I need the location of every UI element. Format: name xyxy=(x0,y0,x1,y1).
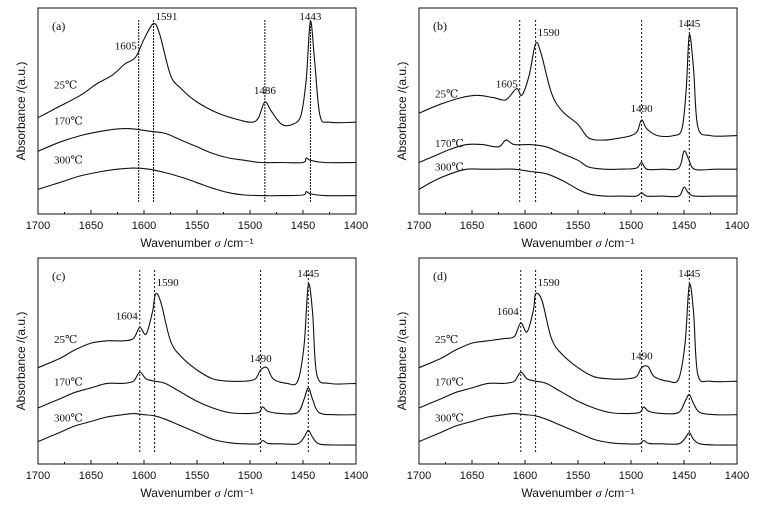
x-tick-label: 1650 xyxy=(460,220,484,232)
peak-label: 1445 xyxy=(297,268,320,280)
peak-label: 1490 xyxy=(631,103,654,115)
x-tick-label: 1600 xyxy=(132,220,156,232)
series-label: 300℃ xyxy=(54,155,83,167)
x-tick-label: 1550 xyxy=(185,220,209,232)
peak-label: 1490 xyxy=(631,351,654,363)
peak-label: 1490 xyxy=(250,353,273,365)
series-line-0 xyxy=(37,20,357,127)
series-line-0 xyxy=(37,283,357,386)
x-axis-title: Wavenumber σ /cm⁻¹ xyxy=(521,236,634,250)
x-tick-label: 1600 xyxy=(513,470,537,482)
peak-label: 1604 xyxy=(497,306,520,318)
series-label: 25℃ xyxy=(435,334,458,346)
panel-label: (c) xyxy=(52,269,65,283)
series-line-2 xyxy=(37,413,357,446)
panel-label: (a) xyxy=(52,19,65,33)
series-line-2 xyxy=(418,413,738,446)
x-tick-label: 1450 xyxy=(291,220,315,232)
x-axis-title: Wavenumber σ /cm⁻¹ xyxy=(521,486,634,500)
x-tick-label: 1550 xyxy=(566,220,590,232)
x-axis-title: Wavenumber σ /cm⁻¹ xyxy=(140,236,253,250)
x-tick-label: 1550 xyxy=(566,470,590,482)
x-tick-label: 1700 xyxy=(407,220,431,232)
series-label: 170℃ xyxy=(54,115,83,127)
x-tick-label: 1700 xyxy=(407,470,431,482)
x-tick-label: 1450 xyxy=(291,470,315,482)
peak-label: 1591 xyxy=(156,11,178,23)
series-line-2 xyxy=(418,168,737,198)
peak-label: 1590 xyxy=(538,27,561,39)
peak-label: 1590 xyxy=(538,277,561,289)
x-tick-label: 1650 xyxy=(460,470,484,482)
x-tick-label: 1500 xyxy=(238,220,262,232)
x-tick-label: 1550 xyxy=(185,470,209,482)
series-line-1 xyxy=(418,139,737,171)
x-axis-title: Wavenumber σ /cm⁻¹ xyxy=(140,486,253,500)
peak-label: 1605 xyxy=(115,40,138,52)
series-line-2 xyxy=(37,167,357,197)
peak-label: 1605 xyxy=(496,78,519,90)
x-tick-label: 1700 xyxy=(26,470,50,482)
series-label: 25℃ xyxy=(54,80,77,92)
y-axis-title: Absorbance /(a.u.) xyxy=(395,312,409,411)
y-axis-title: Absorbance /(a.u.) xyxy=(395,62,409,161)
chart-panel-c: 1700 1650 1600 1550 1500 1450 1400 Wavenumber σ… xyxy=(14,257,368,500)
x-tick-label: 1450 xyxy=(672,470,696,482)
series-label: 170℃ xyxy=(435,138,464,150)
peak-label: 1590 xyxy=(157,277,180,289)
x-tick-label: 1450 xyxy=(672,220,696,232)
series-label: 170℃ xyxy=(435,377,464,389)
series-label: 300℃ xyxy=(435,412,464,424)
x-tick-label: 1600 xyxy=(513,220,537,232)
y-axis-title: Absorbance /(a.u.) xyxy=(14,312,28,411)
x-tick-label: 1700 xyxy=(26,220,50,232)
peak-label: 1486 xyxy=(254,85,277,97)
x-tick-label: 1500 xyxy=(619,470,643,482)
peak-label: 1443 xyxy=(299,11,322,23)
series-line-1 xyxy=(37,371,357,416)
x-tick-label: 1400 xyxy=(725,220,749,232)
panel-label: (b) xyxy=(433,19,447,33)
x-tick-label: 1400 xyxy=(344,470,368,482)
peak-label: 1604 xyxy=(116,310,139,322)
peak-label: 1445 xyxy=(678,18,701,30)
y-axis-title: Absorbance /(a.u.) xyxy=(14,62,28,161)
x-tick-label: 1400 xyxy=(344,220,368,232)
x-tick-label: 1500 xyxy=(619,220,643,232)
panel-label: (d) xyxy=(433,269,447,283)
series-label: 300℃ xyxy=(435,161,464,173)
series-line-1 xyxy=(418,371,738,416)
series-line-0 xyxy=(418,283,738,384)
chart-panel-d: 1700 1650 1600 1550 1500 1450 1400 Wavenumber σ… xyxy=(395,257,749,500)
series-line-1 xyxy=(37,128,357,164)
x-tick-label: 1650 xyxy=(79,470,103,482)
chart-panel-b: 1700 1650 1600 1550 1500 1450 1400 Wavenumber σ… xyxy=(395,7,749,250)
series-label: 300℃ xyxy=(54,412,83,424)
series-label: 25℃ xyxy=(435,89,458,101)
series-label: 170℃ xyxy=(54,377,83,389)
x-tick-label: 1500 xyxy=(238,470,262,482)
series-label: 25℃ xyxy=(54,334,77,346)
chart-panel-a: 1700 1650 1600 1550 1500 1450 1400 Wavenumber σ… xyxy=(14,7,368,250)
x-tick-label: 1400 xyxy=(725,470,749,482)
series-line-0 xyxy=(418,34,738,141)
x-tick-label: 1650 xyxy=(79,220,103,232)
x-tick-label: 1600 xyxy=(132,470,156,482)
peak-label: 1445 xyxy=(678,268,701,280)
